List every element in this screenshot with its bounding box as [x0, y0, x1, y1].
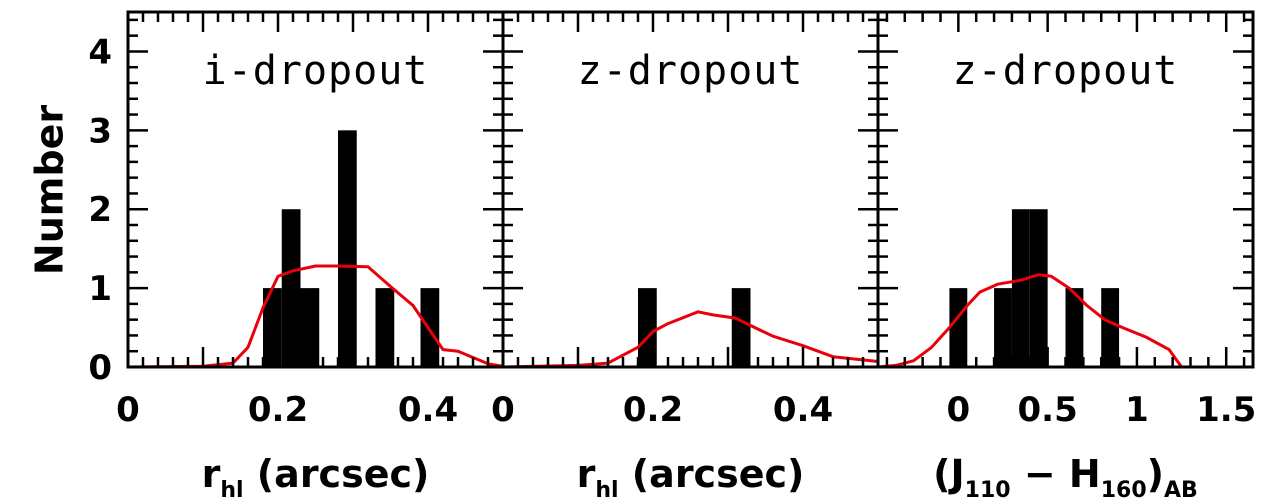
x-tick-label: 0 — [116, 390, 140, 430]
bar-2 — [994, 288, 1012, 367]
bar-2 — [281, 209, 301, 367]
bars — [638, 288, 751, 367]
bar-6 — [420, 288, 440, 367]
x-axis-title-part: − H — [1011, 452, 1101, 496]
x-tick-label: 0 — [491, 390, 515, 430]
model-curve — [502, 310, 879, 369]
bar-3 — [1011, 209, 1030, 367]
panel-1: 0 0.2 0.4 0 1 2 3 4 i-dropout rhl (arcsec) — [88, 10, 505, 502]
x-tick-label: 1 — [1125, 390, 1149, 430]
y-ticks — [878, 18, 1253, 369]
bar-4 — [1029, 209, 1048, 367]
x-axis-title-part: (arcsec) — [244, 452, 430, 496]
x-axis-title-part: ) — [1147, 452, 1164, 496]
y-tick-label: 4 — [88, 32, 112, 72]
x-ticks — [501, 12, 880, 367]
x-axis-title-part: (arcsec) — [619, 452, 805, 496]
bar-2 — [731, 288, 751, 367]
y-tick-label: 2 — [88, 190, 112, 230]
x-axis-title-part: r — [577, 452, 596, 496]
bar-6 — [1101, 288, 1120, 367]
y-ticks — [503, 18, 878, 369]
x-ticks — [126, 12, 505, 367]
bar-1 — [949, 288, 968, 367]
x-tick-label: 1.5 — [1196, 390, 1256, 430]
x-ticks — [885, 12, 1246, 367]
x-tick-label: 0.2 — [623, 390, 683, 430]
x-tick-label: 0.5 — [1018, 390, 1078, 430]
x-axis-title-part: (J — [933, 452, 965, 496]
model-curve — [127, 264, 504, 369]
panel-3: 0 0.5 1 1.5 z-dropout (J110 − H160)AB — [876, 10, 1256, 502]
y-axis-title: Number — [28, 105, 72, 275]
x-axis-title: (J110 − H160)AB — [933, 452, 1198, 502]
x-axis-title: rhl (arcsec) — [577, 452, 805, 502]
bar-5 — [375, 288, 395, 367]
bar-4 — [338, 130, 357, 367]
bars — [263, 130, 440, 367]
x-axis-title: rhl (arcsec) — [202, 452, 430, 502]
x-tick-label: 0.2 — [248, 390, 308, 430]
bar-3 — [300, 288, 320, 367]
x-axis-title-part: 110 — [965, 478, 1011, 502]
panel-title: i-dropout — [203, 48, 429, 94]
x-axis-title-part: AB — [1164, 478, 1198, 502]
x-axis-title-part: hl — [595, 478, 618, 502]
bar-5 — [1065, 288, 1084, 367]
x-axis-title-part: hl — [220, 478, 243, 502]
x-tick-label: 0.4 — [773, 390, 833, 430]
y-ticks — [128, 18, 503, 369]
x-axis-title-part: 160 — [1101, 478, 1147, 502]
x-tick-label: 0.4 — [398, 390, 458, 430]
y-tick-label: 1 — [88, 269, 112, 309]
y-tick-label: 0 — [88, 348, 112, 388]
x-tick-label: 0 — [947, 390, 971, 430]
panel-2: 0 0.2 0.4 z-dropout rhl (arcsec) — [491, 10, 880, 502]
model-curve — [877, 273, 1253, 369]
panel-title: z-dropout — [953, 48, 1179, 94]
panel-title: z-dropout — [578, 48, 804, 94]
x-axis-title-part: r — [202, 452, 221, 496]
y-tick-label: 3 — [88, 111, 112, 151]
bars — [949, 209, 1120, 367]
